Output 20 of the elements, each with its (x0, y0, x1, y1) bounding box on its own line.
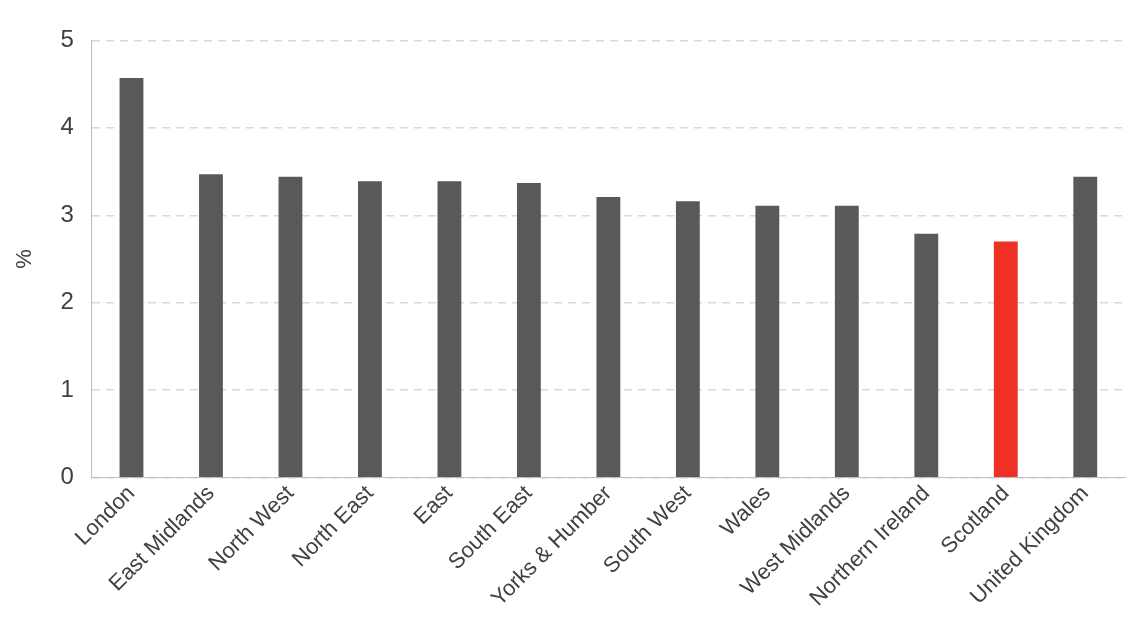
y-tick-label: 1 (60, 374, 74, 402)
y-tick-label: 0 (60, 462, 74, 490)
bar (119, 78, 144, 477)
bar (516, 182, 541, 477)
bar (914, 233, 939, 477)
bar (1073, 176, 1098, 477)
bar (199, 174, 223, 477)
bar (278, 176, 303, 477)
bar (755, 205, 780, 477)
y-tick-label: 2 (60, 287, 74, 315)
y-tick-label: 4 (60, 112, 74, 140)
y-tick-label: 5 (60, 25, 74, 53)
y-tick-label: 3 (60, 199, 74, 227)
bar (834, 205, 859, 477)
bar (437, 181, 462, 477)
y-axis-title: % (11, 249, 37, 269)
bar (675, 201, 700, 477)
bar (993, 241, 1018, 477)
bar (358, 181, 382, 477)
bar (596, 196, 621, 477)
